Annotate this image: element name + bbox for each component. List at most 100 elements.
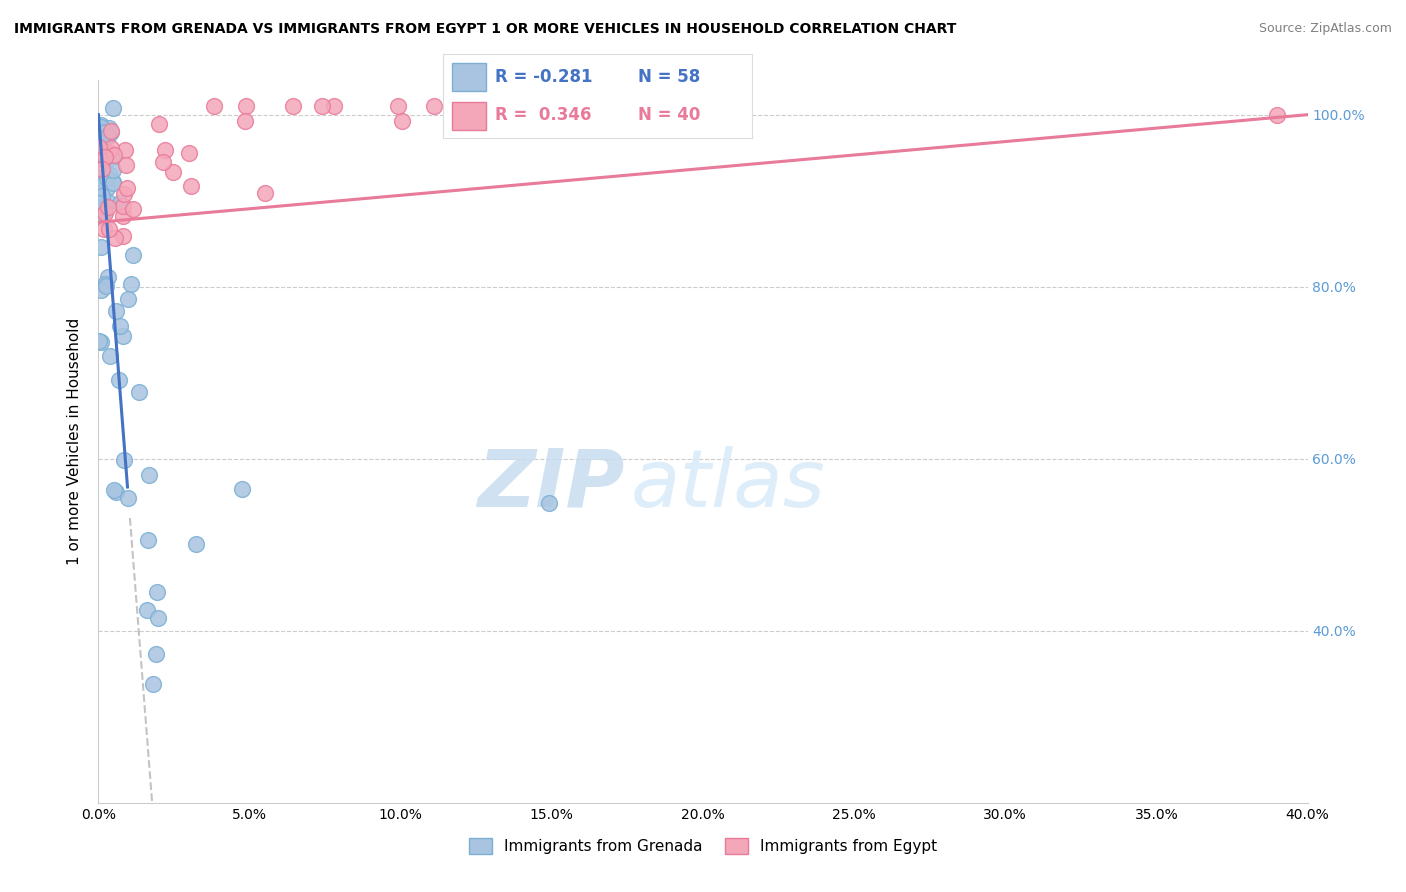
Point [89,334,111,349]
Point [90,188,112,202]
Point [98,349,121,363]
Point [145,647,167,661]
Text: IMMIGRANTS FROM GRENADA VS IMMIGRANTS FROM EGYPT 1 OR MORE VEHICLES IN HOUSEHOLD: IMMIGRANTS FROM GRENADA VS IMMIGRANTS FR… [14,22,956,37]
Point [148,117,170,131]
Point [177,146,200,161]
Text: R =  0.346: R = 0.346 [495,106,592,124]
Text: ZIP: ZIP [477,446,624,524]
Point [100,141,122,155]
Point [103,148,125,162]
Point [105,484,128,499]
FancyBboxPatch shape [453,62,486,91]
Point [115,181,138,195]
Point [100,124,122,138]
Point [87,195,110,210]
Point [101,176,124,190]
Point [108,319,131,334]
Point [322,99,344,113]
Point [94,277,117,292]
Point [98,121,121,136]
Point [97,145,120,159]
Point [117,293,139,307]
Point [391,114,413,128]
Point [146,611,169,625]
Point [142,676,165,690]
Point [283,99,305,113]
Point [94,150,117,164]
Point [103,483,125,497]
Point [91,136,114,150]
Point [180,178,202,193]
Point [122,202,145,216]
Text: atlas: atlas [630,446,825,524]
Point [87,140,110,154]
Point [97,221,120,235]
Point [114,144,136,158]
Point [101,175,124,189]
Point [90,240,112,254]
Point [162,165,184,179]
Point [101,162,124,177]
Point [93,200,115,214]
Point [231,482,253,496]
Text: N = 58: N = 58 [638,68,700,86]
Point [1267,108,1289,122]
Point [93,206,115,220]
Point [536,99,558,113]
Point [101,101,124,115]
FancyBboxPatch shape [453,102,486,130]
Point [90,120,112,134]
Point [100,150,122,164]
Point [537,496,560,510]
Point [513,99,536,113]
Point [111,228,134,243]
Point [87,202,110,217]
Point [97,129,120,144]
Point [91,202,114,217]
Point [94,125,117,139]
Point [93,222,115,236]
Point [90,211,112,225]
Point [98,168,121,182]
Point [90,283,112,297]
Point [96,279,118,293]
Point [94,206,117,220]
Point [254,186,277,201]
Point [104,303,127,318]
Point [90,152,112,166]
Point [117,491,139,505]
Point [114,187,136,202]
Point [96,195,118,210]
Point [108,196,131,211]
Point [152,154,174,169]
Point [96,180,118,194]
Point [153,144,176,158]
Point [311,99,333,113]
Point [136,602,159,616]
Point [387,99,409,113]
Point [146,585,169,599]
Point [89,334,111,348]
Point [90,118,112,132]
Point [100,123,122,137]
Point [108,373,131,387]
Point [128,384,150,399]
Point [111,209,134,223]
Point [96,129,118,144]
Point [96,171,118,186]
Point [121,248,143,262]
Point [89,179,111,194]
Text: Source: ZipAtlas.com: Source: ZipAtlas.com [1258,22,1392,36]
Point [138,468,160,483]
Point [97,200,120,214]
Text: R = -0.281: R = -0.281 [495,68,593,86]
Point [423,99,446,113]
Point [112,453,135,467]
Point [120,277,142,292]
Point [91,132,114,146]
Legend: Immigrants from Grenada, Immigrants from Egypt: Immigrants from Grenada, Immigrants from… [463,832,943,860]
Point [112,199,135,213]
Y-axis label: 1 or more Vehicles in Household: 1 or more Vehicles in Household [67,318,83,566]
Point [136,533,159,548]
Point [104,231,127,245]
